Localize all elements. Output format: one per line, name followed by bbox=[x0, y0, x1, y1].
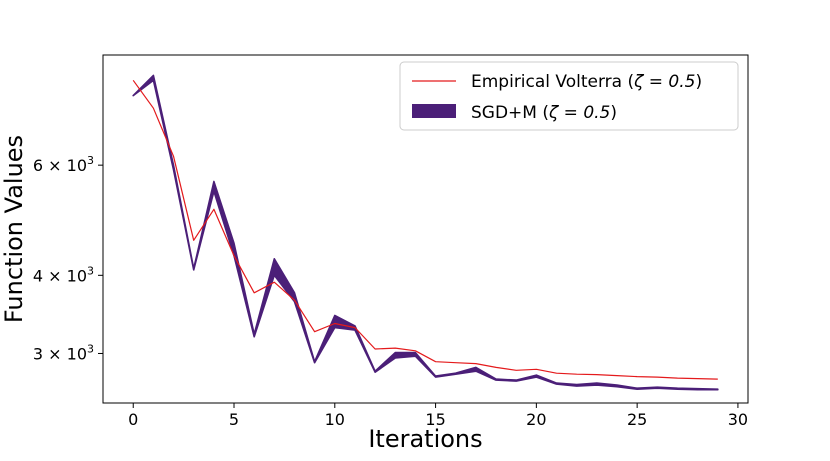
volterra-line bbox=[132, 79, 718, 380]
legend-box bbox=[399, 61, 739, 131]
y-axis-title: Function Values bbox=[0, 135, 28, 323]
y-tick-label: 6 × 103 bbox=[33, 154, 94, 175]
sgdm-band bbox=[132, 74, 719, 391]
legend-band-marker bbox=[412, 104, 456, 118]
y-tick-label: 4 × 103 bbox=[33, 264, 94, 285]
x-tick-label: 5 bbox=[229, 410, 239, 429]
y-tick-label: 3 × 103 bbox=[33, 342, 94, 363]
series-layer bbox=[132, 74, 719, 391]
x-tick-label: 10 bbox=[325, 410, 345, 429]
x-tick-label: 0 bbox=[128, 410, 138, 429]
legend-entry-sgdm: SGD+M (ζ = 0.5) bbox=[471, 103, 617, 123]
x-tick-label: 20 bbox=[526, 410, 546, 429]
x-tick-label: 30 bbox=[728, 410, 748, 429]
x-axis-ticks: 0 5 10 15 20 25 30 bbox=[128, 403, 748, 429]
legend: Empirical Volterra (ζ = 0.5) SGD+M (ζ = … bbox=[399, 61, 739, 131]
plot-frame bbox=[102, 54, 749, 404]
legend-entry-volterra: Empirical Volterra (ζ = 0.5) bbox=[471, 72, 702, 92]
x-axis-title: Iterations bbox=[368, 425, 482, 453]
x-tick-label: 25 bbox=[627, 410, 647, 429]
y-axis-ticks: 3 × 103 4 × 103 6 × 103 bbox=[33, 154, 103, 363]
plot-area bbox=[102, 54, 749, 404]
x-tick-label: 15 bbox=[425, 410, 445, 429]
